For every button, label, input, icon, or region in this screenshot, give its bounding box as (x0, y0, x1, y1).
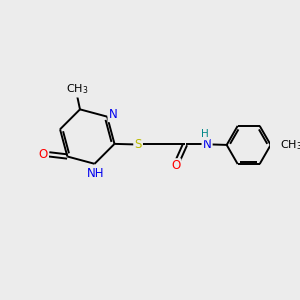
Text: CH$_3$: CH$_3$ (65, 82, 88, 96)
Text: CH$_3$: CH$_3$ (280, 138, 300, 152)
Text: O: O (39, 148, 48, 161)
Text: H: H (201, 129, 209, 139)
Text: NH: NH (87, 167, 105, 181)
Text: S: S (134, 138, 142, 151)
Text: O: O (171, 159, 180, 172)
Text: N: N (109, 108, 118, 121)
Text: N: N (203, 138, 212, 151)
